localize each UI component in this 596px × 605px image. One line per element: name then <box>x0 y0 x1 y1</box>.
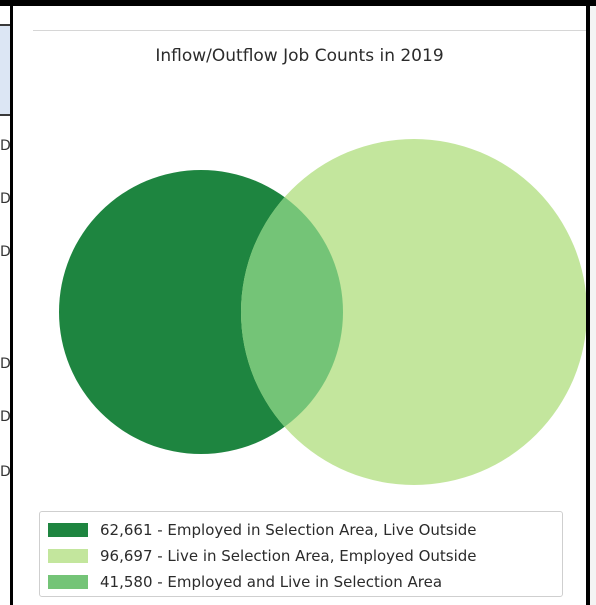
legend-item-live-employed-outside: 96,697 - Live in Selection Area, Employe… <box>48 543 562 569</box>
panel-divider <box>33 30 586 31</box>
legend-swatch <box>48 549 88 563</box>
background-row-glyph: D <box>0 409 10 425</box>
legend-swatch <box>48 523 88 537</box>
legend-label: 41,580 - Employed and Live in Selection … <box>100 573 443 591</box>
background-row-glyph: D <box>0 138 10 154</box>
background-header-cell <box>0 24 10 116</box>
popup-frame-right <box>586 6 590 605</box>
legend-label: 96,697 - Live in Selection Area, Employe… <box>100 547 477 565</box>
legend-item-employed-and-live: 41,580 - Employed and Live in Selection … <box>48 569 562 595</box>
legend-swatch <box>48 575 88 589</box>
background-row-glyph: D <box>0 356 10 372</box>
legend-label: 62,661 - Employed in Selection Area, Liv… <box>100 521 477 539</box>
background-spreadsheet-edge: D D D D D D <box>0 6 10 605</box>
background-row-glyph: D <box>0 191 10 207</box>
chart-legend: 62,661 - Employed in Selection Area, Liv… <box>39 511 563 597</box>
popup-frame-left <box>10 6 13 605</box>
background-row-glyph: D <box>0 464 10 480</box>
chart-title: Inflow/Outflow Job Counts in 2019 <box>155 46 444 66</box>
background-right-margin <box>590 6 596 605</box>
legend-item-employed-live-outside: 62,661 - Employed in Selection Area, Liv… <box>48 517 562 543</box>
background-row-glyph: D <box>0 244 10 260</box>
venn-circle-live-employed-outside <box>241 139 586 485</box>
window-top-border <box>0 0 596 6</box>
venn-diagram <box>59 139 586 485</box>
chart-popup-panel: Inflow/Outflow Job Counts in 2019 62,661… <box>13 6 586 605</box>
